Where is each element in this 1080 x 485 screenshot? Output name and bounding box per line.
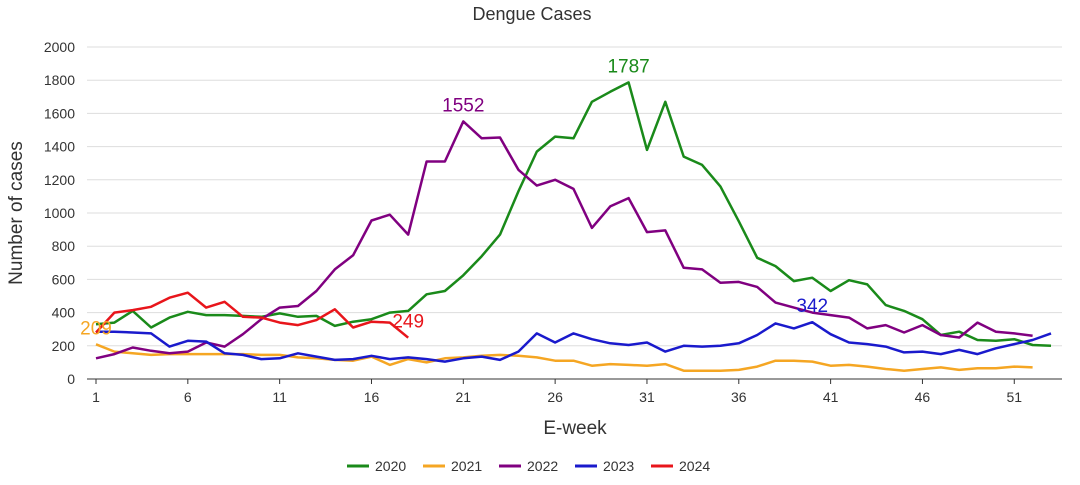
legend-label: 2024: [679, 458, 710, 474]
x-tick-label: 16: [364, 389, 380, 405]
y-tick-label: 1600: [44, 105, 75, 121]
x-tick-label: 1: [92, 389, 100, 405]
y-tick-label: 600: [52, 271, 76, 287]
legend-item-2023[interactable]: 2023: [575, 458, 634, 474]
x-tick-label: 46: [915, 389, 931, 405]
y-tick-label: 1000: [44, 205, 75, 221]
legend-item-2021[interactable]: 2021: [423, 458, 482, 474]
chart-title: Dengue Cases: [472, 4, 591, 24]
y-tick-label: 400: [52, 305, 76, 321]
y-axis-ticks: 0 200 400 600 800 1000 1200 1400 1600 1800 2000: [44, 39, 75, 387]
series-line-2021: [95, 343, 1033, 372]
x-tick-label: 6: [184, 389, 192, 405]
legend[interactable]: 2020 2021 2022 2023 2024: [347, 458, 710, 474]
x-tick-label: 51: [1006, 389, 1022, 405]
series-line-2024: [95, 291, 409, 339]
legend-item-2024[interactable]: 2024: [651, 458, 710, 474]
y-tick-label: 800: [52, 238, 76, 254]
x-tick-label: 31: [639, 389, 655, 405]
legend-label: 2022: [527, 458, 558, 474]
x-tick-label: 36: [731, 389, 747, 405]
x-axis-title: E-week: [543, 418, 607, 439]
legend-label: 2020: [375, 458, 406, 474]
series-line-2023: [96, 320, 1052, 363]
y-tick-label: 200: [52, 338, 76, 354]
x-tick-label: 11: [272, 389, 287, 405]
legend-item-2022[interactable]: 2022: [499, 458, 558, 474]
y-tick-label: 2000: [44, 39, 75, 55]
legend-item-2020[interactable]: 2020: [347, 458, 406, 474]
y-tick-label: 0: [67, 371, 75, 387]
annotation-label: 1787: [607, 56, 649, 77]
annotation-label: 342: [796, 296, 828, 317]
legend-label: 2021: [451, 458, 482, 474]
y-axis-title: Number of cases: [6, 141, 27, 285]
series-lines: [95, 81, 1052, 372]
annotation-label: 209: [80, 318, 112, 339]
annotation-label: 249: [392, 312, 424, 333]
x-tick-label: 21: [456, 389, 472, 405]
y-tick-label: 1800: [44, 72, 75, 88]
series-line-2020: [95, 81, 1052, 348]
annotation-label: 1552: [442, 95, 484, 116]
x-tick-label: 41: [823, 389, 839, 405]
series-line-2022: [95, 120, 1033, 360]
x-tick-label: 26: [547, 389, 563, 405]
grid-lines: [87, 46, 1062, 347]
y-tick-label: 1200: [44, 172, 75, 188]
legend-label: 2023: [603, 458, 634, 474]
peak-annotations: 1787 1552 342 249 209: [80, 56, 828, 339]
x-axis-ticks: 1 6 11 16 21 26 31 36 41 46 51: [92, 379, 1022, 405]
y-tick-label: 1400: [44, 139, 75, 155]
